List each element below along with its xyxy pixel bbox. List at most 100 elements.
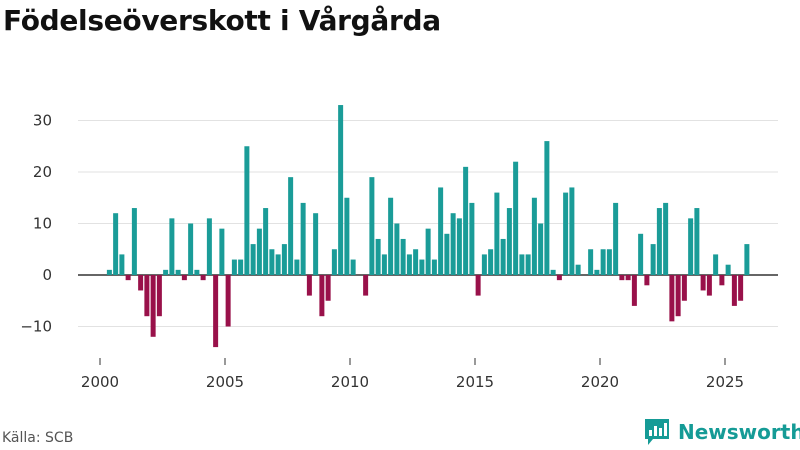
bar — [138, 275, 144, 291]
bar — [600, 249, 606, 275]
bar — [506, 208, 512, 275]
x-tick-label: 2020 — [581, 373, 619, 391]
bar — [569, 187, 575, 275]
bar — [706, 275, 712, 296]
x-tick-label: 2000 — [81, 373, 119, 391]
y-tick-label: 20 — [33, 163, 52, 181]
bar — [331, 249, 337, 275]
bar — [575, 264, 581, 275]
bar — [563, 192, 569, 275]
bar — [713, 254, 719, 275]
bar — [644, 275, 650, 286]
y-tick-label: 30 — [33, 112, 52, 130]
bar — [369, 177, 375, 275]
bar — [550, 269, 556, 275]
bar — [425, 228, 431, 275]
bar — [594, 269, 600, 275]
bar — [225, 275, 231, 327]
bar — [731, 275, 737, 306]
bar — [325, 275, 331, 301]
bar — [444, 233, 450, 275]
bar — [119, 254, 125, 275]
bar — [606, 249, 612, 275]
bar — [200, 275, 206, 281]
bar — [431, 259, 437, 275]
bar — [275, 254, 281, 275]
bar — [525, 254, 531, 275]
bar — [500, 238, 506, 275]
bar — [363, 275, 369, 296]
bar — [531, 197, 537, 275]
bar — [613, 202, 619, 275]
bar — [219, 228, 225, 275]
bar — [125, 275, 131, 281]
bar — [456, 218, 462, 275]
bar — [694, 208, 700, 275]
bar — [231, 259, 237, 275]
bar — [625, 275, 631, 281]
bar — [263, 208, 269, 275]
bar — [556, 275, 562, 281]
bar — [519, 254, 525, 275]
bar — [588, 249, 594, 275]
bar — [244, 146, 250, 275]
bar — [300, 202, 306, 275]
chart-title: Födelseöverskott i Vårgårda — [3, 4, 441, 37]
bar — [388, 197, 394, 275]
bar — [406, 254, 412, 275]
bar — [131, 208, 137, 275]
bar — [319, 275, 325, 317]
bars — [106, 105, 750, 348]
bar — [438, 187, 444, 275]
brand-logo: Newsworthy — [644, 418, 800, 446]
bar — [663, 202, 669, 275]
bar — [313, 213, 319, 275]
bar — [206, 218, 212, 275]
bar — [631, 275, 637, 306]
x-tick-label: 2015 — [456, 373, 494, 391]
bar — [144, 275, 150, 317]
brand-name: Newsworthy — [678, 420, 800, 444]
bar — [650, 244, 656, 275]
y-tick-label: 0 — [42, 266, 52, 284]
y-axis-labels: −10 0 10 20 30 — [20, 112, 52, 336]
bar — [150, 275, 156, 337]
bar — [294, 259, 300, 275]
bar — [513, 161, 519, 275]
bar — [163, 269, 169, 275]
bar — [700, 275, 706, 291]
bar — [394, 223, 400, 275]
bar — [419, 259, 425, 275]
bar — [350, 259, 356, 275]
bar — [181, 275, 187, 281]
bar — [656, 208, 662, 275]
bar — [725, 264, 731, 275]
bar — [413, 249, 419, 275]
x-tick-label: 2025 — [706, 373, 744, 391]
bar — [688, 218, 694, 275]
bar — [469, 202, 475, 275]
bar — [619, 275, 625, 281]
bar — [238, 259, 244, 275]
bar — [375, 238, 381, 275]
bar — [156, 275, 162, 317]
bar — [488, 249, 494, 275]
source-note: Källa: SCB — [2, 430, 74, 446]
x-tick-label: 2005 — [206, 373, 244, 391]
bar — [475, 275, 481, 296]
bar — [719, 275, 725, 286]
bar — [481, 254, 487, 275]
bar — [638, 233, 644, 275]
bar — [338, 105, 344, 275]
bar — [463, 166, 469, 275]
bar — [256, 228, 262, 275]
bar — [113, 213, 119, 275]
bar — [188, 223, 194, 275]
x-axis: 2000 2005 2010 2015 2020 2025 — [81, 358, 744, 391]
y-tick-label: 10 — [33, 215, 52, 233]
bar — [669, 275, 675, 322]
bar — [538, 223, 544, 275]
bar — [544, 141, 550, 275]
x-tick-label: 2010 — [331, 373, 369, 391]
